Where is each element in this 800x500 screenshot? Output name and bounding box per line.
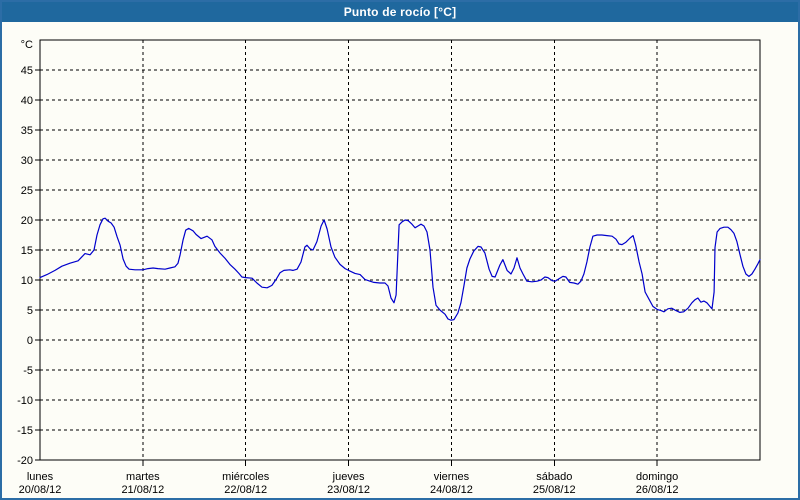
y-axis-unit-label: °C: [21, 39, 33, 51]
y-tick-label: -10: [17, 395, 33, 407]
x-day-label: viernes: [434, 471, 470, 483]
y-tick-label: 15: [21, 245, 33, 257]
y-tick-label: -15: [17, 425, 33, 437]
x-day-label: miércoles: [222, 471, 270, 483]
y-tick-label: 0: [27, 335, 33, 347]
x-date-label: 23/08/12: [327, 484, 370, 496]
x-day-label: jueves: [332, 471, 365, 483]
y-tick-label: 35: [21, 125, 33, 137]
chart-title: Punto de rocío [°C]: [343, 5, 457, 19]
x-day-label: martes: [126, 471, 160, 483]
x-date-label: 21/08/12: [121, 484, 164, 496]
x-day-label: domingo: [636, 471, 678, 483]
dew-point-line: [39, 217, 761, 321]
y-tick-label: 10: [21, 275, 33, 287]
y-tick-label: 5: [27, 305, 33, 317]
y-tick-label: 20: [21, 215, 33, 227]
y-tick-label: 30: [21, 155, 33, 167]
dew-point-chart: 45 40 35 30 25 20 15 10 5 0 -5 -10 -15 -20 °C lunes20/0…: [2, 22, 798, 498]
y-tick-label: -5: [23, 365, 33, 377]
x-date-label: 24/08/12: [430, 484, 473, 496]
y-tick-label: -20: [17, 455, 33, 467]
y-tick-label: 25: [21, 185, 33, 197]
x-date-label: 25/08/12: [533, 484, 576, 496]
title-bar: Punto de rocío [°C]: [2, 2, 798, 22]
x-date-label: 26/08/12: [636, 484, 679, 496]
x-day-label: sábado: [536, 471, 572, 483]
x-day-label: lunes: [27, 471, 54, 483]
y-tick-label: 40: [21, 95, 33, 107]
x-date-label: 20/08/12: [19, 484, 62, 496]
y-tick-label: 45: [21, 65, 33, 77]
x-date-label: 22/08/12: [224, 484, 267, 496]
